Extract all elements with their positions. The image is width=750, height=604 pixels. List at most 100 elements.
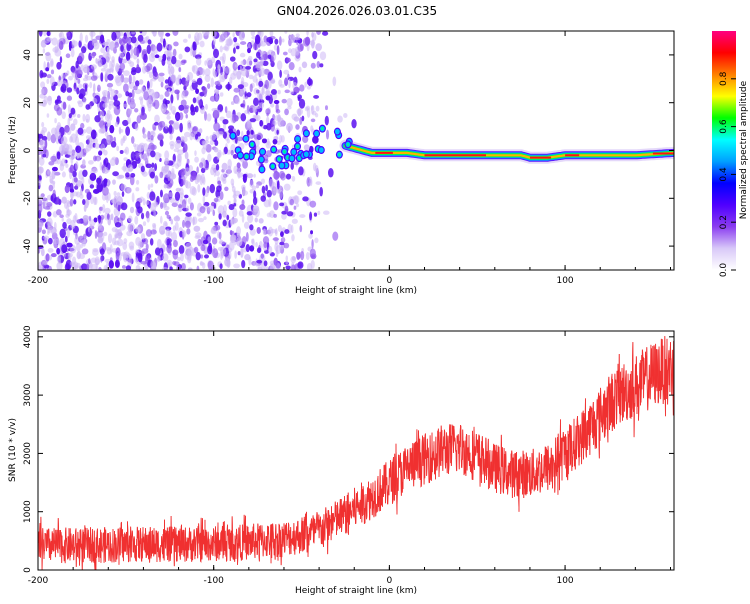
noise-speckle xyxy=(44,139,48,149)
noise-speckle xyxy=(105,97,110,104)
noise-speckle xyxy=(268,197,272,208)
noise-speckle xyxy=(203,254,210,259)
noise-speckle xyxy=(299,214,306,218)
noise-speckle xyxy=(195,251,201,261)
noise-speckle xyxy=(158,153,162,158)
noise-speckle xyxy=(167,53,173,62)
noise-speckle xyxy=(114,221,122,228)
noise-speckle xyxy=(100,143,106,153)
noise-speckle xyxy=(40,81,46,89)
noise-speckle xyxy=(83,204,87,212)
ridge-blob-core xyxy=(304,130,309,137)
noise-speckle xyxy=(87,258,91,265)
ridge-blob-core xyxy=(291,149,297,155)
noise-speckle xyxy=(42,48,46,54)
noise-speckle xyxy=(108,260,114,269)
noise-speckle xyxy=(178,245,185,255)
noise-speckle xyxy=(351,119,357,129)
noise-speckle xyxy=(38,31,43,37)
noise-speckle xyxy=(136,48,140,58)
noise-speckle xyxy=(170,231,178,242)
noise-speckle xyxy=(228,125,235,130)
noise-speckle xyxy=(64,235,68,243)
ridge-blob-core xyxy=(289,155,295,162)
noise-speckle xyxy=(109,67,114,73)
noise-speckle xyxy=(264,79,269,90)
noise-speckle xyxy=(48,237,53,245)
noise-speckle xyxy=(194,105,199,113)
noise-speckle xyxy=(187,267,193,270)
noise-speckle xyxy=(49,60,54,68)
noise-speckle xyxy=(82,198,86,205)
noise-speckle xyxy=(87,160,94,165)
noise-speckle xyxy=(285,255,289,262)
noise-speckle xyxy=(69,171,73,180)
noise-speckle xyxy=(183,80,189,88)
noise-speckle xyxy=(81,263,88,270)
noise-speckle xyxy=(191,80,198,90)
noise-speckle xyxy=(235,45,240,50)
noise-speckle xyxy=(285,265,291,270)
noise-speckle xyxy=(186,205,190,212)
noise-speckle xyxy=(166,244,172,254)
noise-speckle xyxy=(146,80,150,90)
noise-speckle xyxy=(70,107,76,115)
noise-speckle xyxy=(164,222,168,227)
noise-speckle xyxy=(252,42,259,51)
noise-speckle xyxy=(68,112,72,119)
colorbar-tick-label: 0.0 xyxy=(719,263,729,278)
noise-speckle xyxy=(69,136,73,143)
noise-speckle xyxy=(230,72,237,80)
noise-speckle xyxy=(240,113,247,122)
noise-speckle xyxy=(94,143,100,149)
noise-speckle xyxy=(180,252,184,262)
noise-speckle xyxy=(266,116,270,125)
noise-speckle xyxy=(245,232,249,242)
noise-speckle xyxy=(284,89,290,94)
noise-speckle xyxy=(163,126,169,134)
noise-speckle xyxy=(200,244,206,252)
noise-speckle xyxy=(337,115,343,123)
noise-speckle xyxy=(143,36,149,44)
noise-speckle xyxy=(61,217,64,222)
noise-speckle xyxy=(166,115,171,120)
noise-speckle xyxy=(68,75,73,81)
noise-speckle xyxy=(199,206,206,214)
noise-speckle xyxy=(84,34,89,43)
noise-speckle xyxy=(134,123,139,131)
noise-speckle xyxy=(309,200,317,208)
noise-speckle xyxy=(263,260,268,267)
noise-speckle xyxy=(190,104,195,113)
noise-speckle xyxy=(221,162,228,171)
noise-speckle xyxy=(270,103,275,108)
noise-speckle xyxy=(131,31,136,35)
noise-speckle xyxy=(214,221,219,226)
noise-speckle xyxy=(207,260,214,270)
noise-speckle xyxy=(309,179,313,187)
noise-speckle xyxy=(48,161,55,166)
noise-speckle xyxy=(284,31,288,34)
colorbar-tick-label: 0.6 xyxy=(719,119,729,134)
x-tick-label: 0 xyxy=(387,576,393,586)
noise-speckle xyxy=(305,252,310,260)
noise-speckle xyxy=(230,217,233,227)
y-tick-label: 2000 xyxy=(23,442,33,465)
noise-speckle xyxy=(309,211,313,221)
noise-speckle xyxy=(120,202,128,211)
noise-speckle xyxy=(119,150,124,155)
y-tick-label: 4000 xyxy=(23,325,33,348)
noise-speckle xyxy=(314,164,319,174)
noise-speckle xyxy=(172,110,176,116)
noise-speckle xyxy=(298,66,302,73)
noise-speckle xyxy=(74,213,78,222)
noise-speckle xyxy=(151,162,155,168)
noise-speckle xyxy=(265,140,271,149)
noise-speckle xyxy=(298,166,304,176)
noise-speckle xyxy=(273,99,280,105)
noise-speckle xyxy=(233,190,241,197)
noise-speckle xyxy=(121,166,127,171)
noise-speckle xyxy=(112,179,116,185)
noise-speckle xyxy=(168,43,173,52)
noise-speckle xyxy=(243,221,250,229)
noise-speckle xyxy=(116,229,123,239)
